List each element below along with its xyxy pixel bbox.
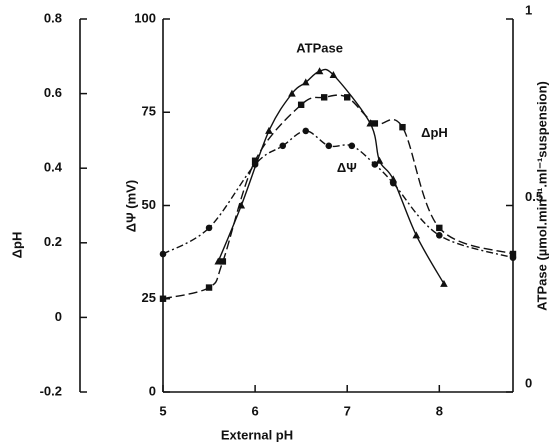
y2-tick-label: 0.5: [525, 189, 543, 204]
y-tick-label: 50: [142, 197, 156, 212]
series-label: ΔpH: [421, 125, 448, 140]
point: [325, 142, 333, 150]
point: [440, 279, 448, 287]
y3-tick-label: 0.2: [44, 234, 62, 249]
point: [375, 156, 384, 164]
y-tick-label: 100: [134, 10, 156, 25]
point: [436, 232, 443, 239]
point: [159, 250, 167, 258]
y2-axis-title: ATPase (µmol.min⁻¹.ml⁻¹suspension): [534, 81, 549, 311]
y3-tick-label: 0.8: [44, 10, 62, 25]
point: [399, 123, 406, 131]
point: [348, 142, 356, 150]
x-tick-label: 6: [251, 403, 258, 418]
point: [251, 157, 259, 164]
x-tick-label: 5: [159, 403, 166, 418]
point: [301, 78, 310, 86]
point: [288, 89, 296, 97]
x-tick-label: 7: [344, 403, 351, 418]
point: [251, 161, 259, 168]
point: [412, 231, 421, 239]
point: [329, 70, 338, 78]
point: [219, 258, 227, 265]
point: [436, 224, 443, 232]
point: [159, 295, 167, 302]
y2-tick-label: 1: [525, 2, 532, 17]
y3-axis-title: ΔpH: [9, 232, 24, 259]
y3-tick-label: 0.4: [44, 160, 63, 175]
point: [265, 126, 273, 134]
y3-tick-label: -0.2: [40, 383, 62, 398]
y2-tick-label: 0: [525, 375, 532, 390]
point: [320, 94, 328, 101]
y-tick-label: 25: [142, 290, 156, 305]
point: [205, 224, 213, 232]
point: [389, 179, 397, 187]
point: [509, 250, 517, 258]
x-axis-title: External pH: [221, 427, 293, 442]
y-axis-title: ΔΨ (mV): [123, 180, 138, 232]
point: [344, 94, 351, 101]
y3-tick-label: 0.6: [44, 85, 62, 100]
point: [509, 254, 517, 262]
point: [279, 142, 287, 150]
point: [205, 284, 213, 291]
y-tick-label: 0: [149, 383, 156, 398]
series-line: [162, 94, 514, 300]
y3-tick-label: 0: [55, 309, 62, 324]
series-line: [162, 130, 514, 259]
series-line: [217, 68, 445, 285]
point: [297, 101, 305, 108]
x-tick-label: 8: [436, 403, 443, 418]
point: [302, 127, 310, 135]
y-tick-label: 75: [142, 104, 156, 119]
series-label: ΔΨ: [337, 160, 357, 175]
series-label: ATPase: [296, 41, 343, 56]
point: [315, 67, 324, 75]
point: [371, 120, 379, 127]
point: [371, 161, 379, 168]
